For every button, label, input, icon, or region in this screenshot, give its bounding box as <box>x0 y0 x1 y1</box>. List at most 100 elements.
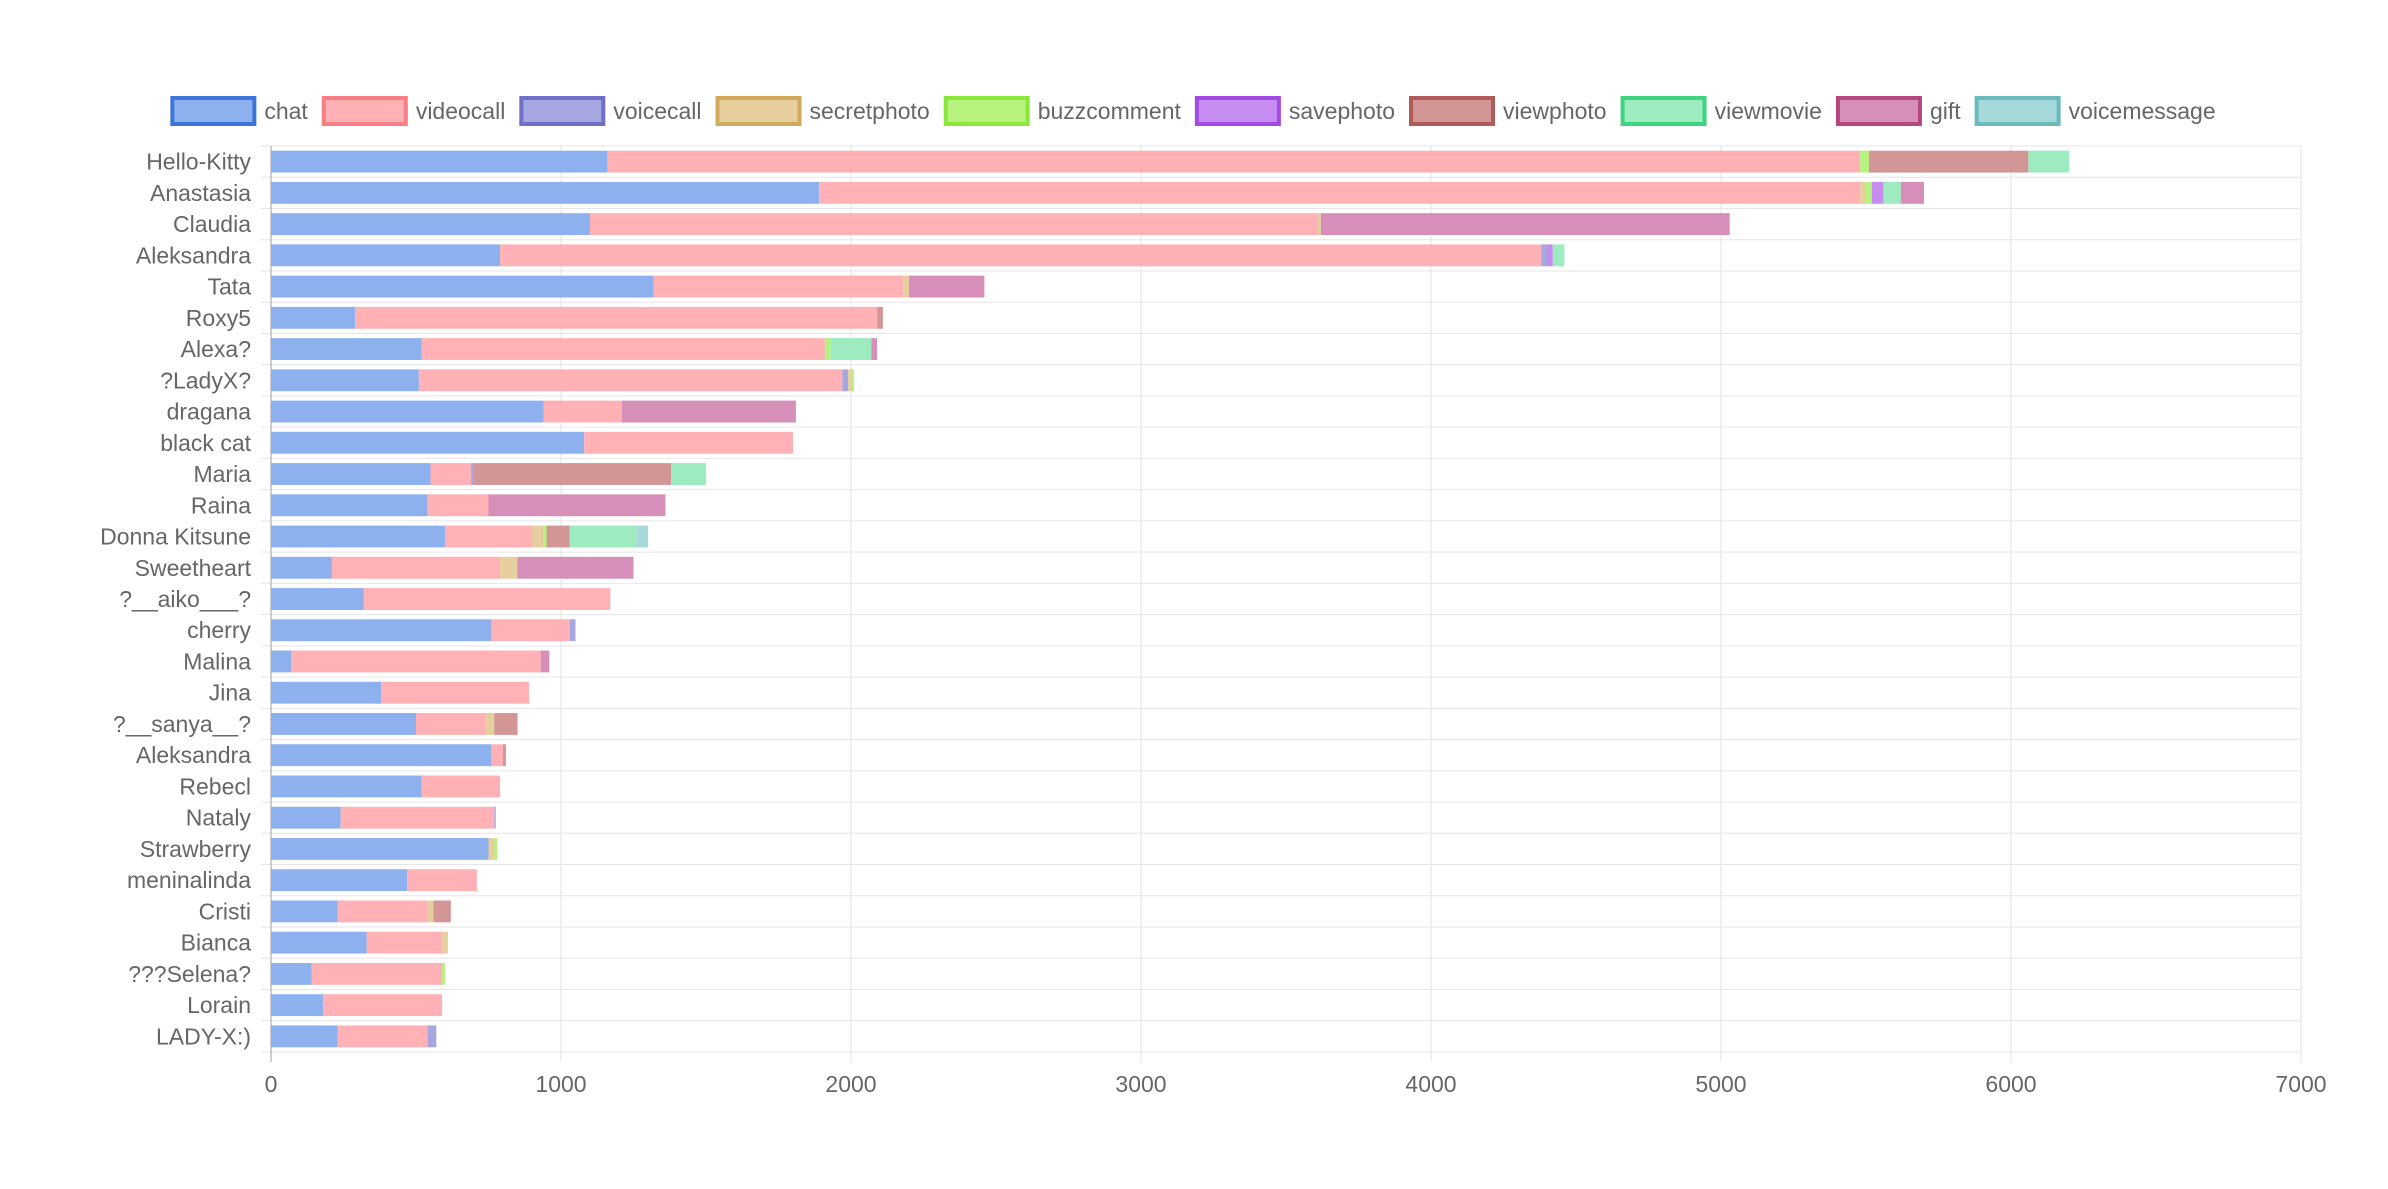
legend-swatch <box>321 96 408 126</box>
x-tick-label: 7000 <box>2275 1071 2326 1097</box>
legend-label: chat <box>264 98 308 124</box>
x-tick-label: 1000 <box>535 1071 586 1097</box>
legend-swatch <box>943 96 1030 126</box>
x-tick-label: 5000 <box>1695 1071 1746 1097</box>
bar-chat <box>271 806 341 829</box>
bar-buzzcomment <box>442 962 445 985</box>
bar-videocall <box>607 150 1861 173</box>
bar-chat <box>271 463 431 485</box>
bar-voicecall <box>494 806 496 829</box>
bar-viewphoto <box>877 306 883 329</box>
y-tick-label: Lorain <box>187 992 251 1018</box>
y-tick-label: Maria <box>193 461 251 487</box>
bar-buzzcomment <box>1860 150 1869 173</box>
bar-videocall <box>543 400 622 423</box>
bar-videocall <box>430 463 472 485</box>
bar-chat <box>271 713 416 735</box>
bar-secretphoto <box>532 525 544 548</box>
bar-gift <box>1900 181 1924 204</box>
bar-chat <box>271 1025 338 1048</box>
legend-item-viewphoto: viewphoto <box>1409 96 1607 126</box>
bar-chat <box>271 150 608 173</box>
bar-chat <box>271 369 419 392</box>
legend-swatch <box>1974 96 2061 126</box>
bar-viewphoto <box>494 713 518 735</box>
bar-videocall <box>445 525 532 548</box>
legend-item-buzzcomment: buzzcomment <box>943 96 1181 126</box>
y-tick-label: Jina <box>209 680 251 706</box>
legend-label: voicecall <box>613 98 701 124</box>
x-tick-label: 2000 <box>825 1071 876 1097</box>
bar-videocall <box>311 962 443 985</box>
bar-viewmovie <box>2028 150 2069 173</box>
bar-videocall <box>819 181 1861 204</box>
bar-viewmovie <box>830 338 872 361</box>
bar-chat <box>271 837 489 860</box>
legend-item-voicemessage: voicemessage <box>1974 96 2216 126</box>
x-tick-label: 3000 <box>1115 1071 1166 1097</box>
bar-videocall <box>363 588 611 610</box>
bar-chat <box>271 338 422 361</box>
bar-videocall <box>418 369 843 392</box>
legend-item-gift: gift <box>1835 96 1961 126</box>
y-tick-label: Donna Kitsune <box>100 524 251 550</box>
bar-voicecall <box>569 619 576 642</box>
legend-label: videocall <box>416 98 506 124</box>
bar-buzzcomment <box>494 837 498 860</box>
bar-chat <box>271 931 367 954</box>
legend-item-viewmovie: viewmovie <box>1620 96 1822 126</box>
bar-chat <box>271 775 422 798</box>
bar-videocall <box>337 900 428 923</box>
bar-secretphoto <box>1317 213 1321 236</box>
y-tick-label: Alexa? <box>181 336 251 362</box>
bar-savephoto <box>1547 244 1553 267</box>
bar-viewphoto <box>1868 150 2029 173</box>
legend-label: viewphoto <box>1503 98 1607 124</box>
legend-item-secretphoto: secretphoto <box>715 96 930 126</box>
bar-chat <box>271 900 338 923</box>
bar-chat <box>271 962 312 985</box>
y-tick-label: Cristi <box>199 898 251 924</box>
bar-videocall <box>653 275 904 298</box>
bar-chat <box>271 525 445 548</box>
bar-videocall <box>421 775 501 798</box>
y-tick-label: meninalinda <box>127 867 251 893</box>
y-tick-label: Aleksandra <box>136 742 251 768</box>
bar-voicecall <box>1541 244 1547 267</box>
x-tick-label: 6000 <box>1985 1071 2036 1097</box>
bar-videocall <box>427 494 489 517</box>
legend-swatch <box>1835 96 1922 126</box>
bar-videocall <box>590 213 1318 236</box>
legend-swatch <box>170 96 257 126</box>
bar-chat <box>271 556 332 579</box>
y-tick-label: ?LadyX? <box>160 367 251 393</box>
bar-videocall <box>337 1025 428 1048</box>
bar-videocall <box>491 744 503 767</box>
y-tick-label: Anastasia <box>150 180 251 206</box>
bar-secretphoto <box>485 713 495 735</box>
y-tick-label: Aleksandra <box>136 242 251 268</box>
bar-videocall <box>291 650 541 673</box>
bar-chat <box>271 275 654 298</box>
bar-gift <box>909 275 985 298</box>
bar-videocall <box>584 431 793 454</box>
bar-chat <box>271 181 820 204</box>
bar-videocall <box>491 619 570 642</box>
bar-buzzcomment <box>1866 181 1872 204</box>
bar-chat <box>271 650 292 673</box>
legend-label: savephoto <box>1289 98 1395 124</box>
bar-voicecall <box>471 463 474 485</box>
bar-buzzcomment <box>851 369 854 392</box>
x-tick-label: 4000 <box>1405 1071 1456 1097</box>
y-tick-label: ???Selena? <box>128 961 251 987</box>
y-axis: Hello-Kitty Anastasia Claudia Aleksandra Tat… <box>100 149 251 1050</box>
bar-chat <box>271 994 324 1017</box>
legend-swatch <box>715 96 802 126</box>
bar-chat <box>271 213 590 236</box>
legend-swatch <box>1409 96 1496 126</box>
bar-chat <box>271 744 492 767</box>
y-tick-label: Tata <box>208 274 252 300</box>
bar-videocall <box>355 306 878 329</box>
bar-videocall <box>340 806 495 829</box>
